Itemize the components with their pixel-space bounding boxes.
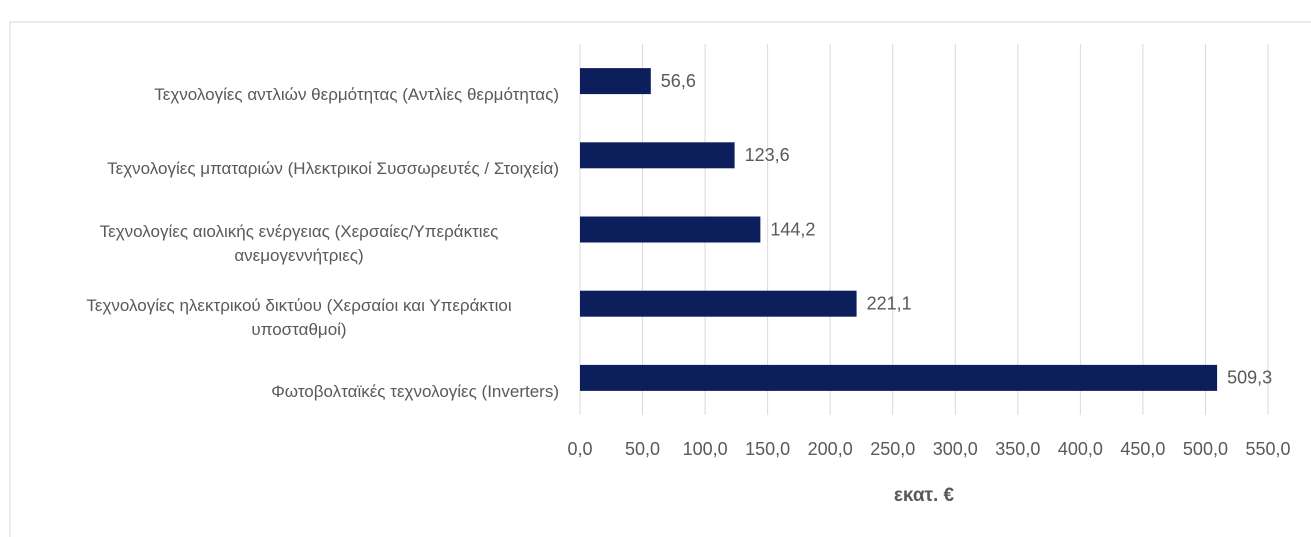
x-axis-title: εκατ. € [894,485,955,506]
x-tick-label: 500,0 [1183,439,1228,459]
x-tick-label: 450,0 [1120,439,1165,459]
category-label-box: Τεχνολογίες μπαταριών (Ηλεκτρικοί Συσσωρ… [19,139,559,199]
y-tick-label: Τεχνολογίες μπαταριών (Ηλεκτρικοί Συσσωρ… [107,159,559,179]
category-label-box: Τεχνολογίες αντλιών θερμότητας (Αντλίες … [19,65,559,125]
value-label: 144,2 [770,219,815,239]
value-label: 509,3 [1227,368,1272,388]
x-tick-label: 350,0 [995,439,1040,459]
y-tick-label: Φωτοβολταϊκές τεχνολογίες (Inverters) [271,381,559,401]
x-tick-label: 300,0 [933,439,978,459]
value-label: 221,1 [867,293,912,313]
bar [580,68,651,95]
bar [580,290,857,317]
category-label-box: Τεχνολογίες αιολικής ενέργειας (Χερσαίες… [19,214,559,274]
value-label: 123,6 [745,145,790,165]
x-tick-label: 50,0 [625,439,660,459]
bar [580,216,761,243]
category-label-box: Φωτοβολταϊκές τεχνολογίες (Inverters) [19,362,559,422]
x-tick-label: 150,0 [745,439,790,459]
category-label-box: Τεχνολογίες ηλεκτρικού δικτύου (Χερσαίοι… [19,288,559,348]
y-tick-label: Τεχνολογίες αντλιών θερμότητας (Αντλίες … [154,85,559,105]
bar [580,364,1218,391]
bar [580,142,735,169]
x-tick-label: 400,0 [1058,439,1103,459]
x-tick-label: 200,0 [808,439,853,459]
x-tick-label: 0,0 [567,439,592,459]
x-tick-label: 100,0 [683,439,728,459]
y-tick-label: Τεχνολογίες ηλεκτρικού δικτύου (Χερσαίοι… [86,295,512,339]
x-tick-label: 550,0 [1245,439,1290,459]
x-tick-label: 250,0 [870,439,915,459]
value-label: 56,6 [661,71,696,91]
y-tick-label: Τεχνολογίες αιολικής ενέργειας (Χερσαίες… [99,221,499,265]
chart-frame [9,21,1311,537]
